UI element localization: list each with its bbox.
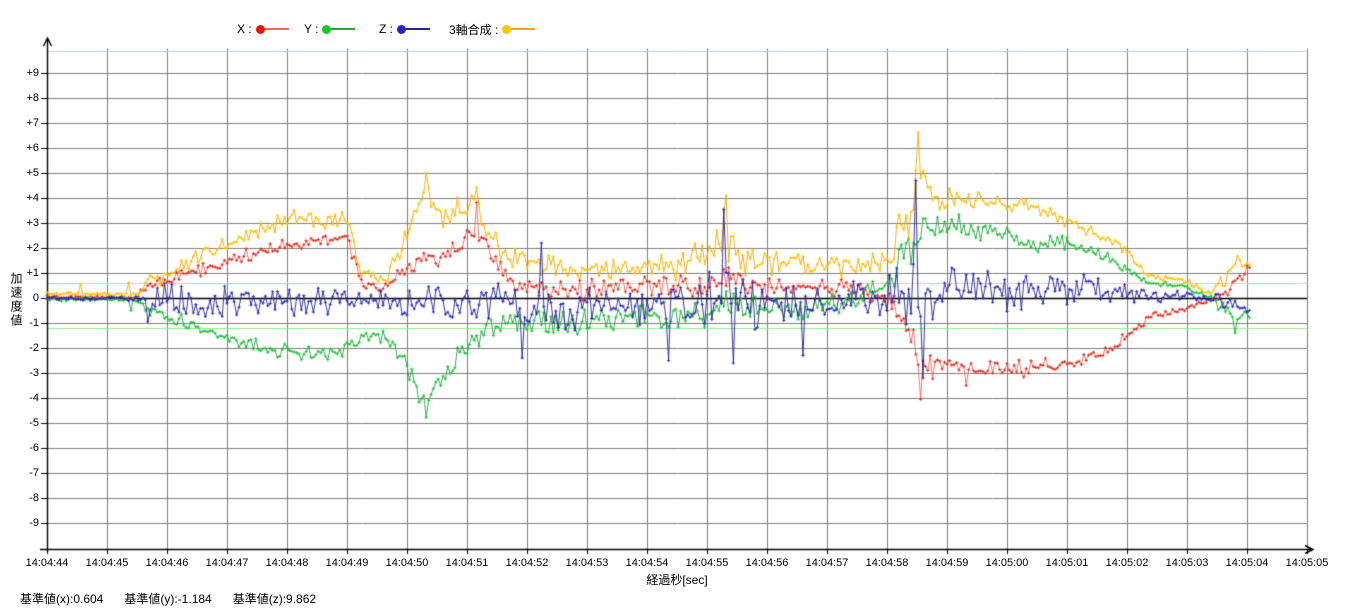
legend-label: 3軸合成 : (449, 22, 499, 37)
legend-label: X : (237, 22, 252, 36)
y-axis-title: 加速度値 (9, 272, 23, 328)
x-axis-tick-label: 14:04:57 (805, 557, 849, 569)
y-axis-tick-label: +2 (26, 242, 39, 254)
baseline-x-value: 基準値(x):0.604 (20, 592, 104, 606)
legend-line-sample (406, 28, 430, 30)
x-axis-tick-label: 14:05:03 (1165, 557, 1209, 569)
x-axis-tick-label: 14:04:49 (325, 557, 369, 569)
x-axis-tick-label: 14:04:48 (265, 557, 309, 569)
y-axis-tick-label: -7 (29, 467, 39, 479)
x-axis-tick-label: 14:04:51 (445, 557, 489, 569)
baseline-footer: 基準値(x):0.604 基準値(y):-1.184 基準値(z):9.862 (20, 590, 337, 607)
legend-item-composite: 3軸合成 : (449, 21, 536, 37)
legend-dot-icon (502, 24, 512, 34)
x-axis-tick-label: 14:05:02 (1105, 557, 1149, 569)
x-axis-tick-label: 14:04:55 (685, 557, 729, 569)
chart-legend: X : Y : Z : 3軸合成 : (0, 0, 1350, 40)
baseline-y-value: 基準値(y):-1.184 (124, 592, 212, 606)
y-axis-tick-label: +3 (26, 217, 39, 229)
legend-dot-icon (397, 24, 406, 34)
legend-label: Z : (379, 22, 393, 36)
legend-item-x: X : (237, 21, 289, 37)
x-axis-title: 経過秒[sec] (646, 573, 708, 587)
x-axis-tick-label: 14:04:54 (625, 557, 669, 569)
x-axis-tick-label: 14:04:56 (745, 557, 789, 569)
x-axis-tick-label: 14:04:53 (565, 557, 609, 569)
y-axis-tick-label: +6 (26, 142, 39, 154)
legend-dot-icon (255, 24, 265, 34)
x-axis-tick-label: 14:04:45 (85, 557, 129, 569)
y-axis-tick-label: -9 (29, 517, 39, 529)
y-axis-tick-label: +9 (26, 67, 39, 79)
y-axis-tick-label: -4 (29, 392, 39, 404)
x-axis-tick-label: 14:04:59 (925, 557, 969, 569)
x-axis-tick-label: 14:04:44 (25, 557, 69, 569)
y-axis-tick-label: +5 (26, 167, 39, 179)
legend-item-z: Z : (379, 21, 430, 37)
baseline-z-value: 基準値(z):9.862 (232, 592, 317, 606)
y-axis-tick-label: -2 (29, 342, 39, 354)
y-axis-tick-label: -5 (29, 417, 39, 429)
legend-dot-icon (322, 24, 332, 34)
y-axis-tick-label: -1 (29, 317, 39, 329)
y-axis-tick-label: -6 (29, 442, 39, 454)
legend-line-sample (331, 28, 356, 30)
x-axis-tick-label: 14:05:01 (1045, 557, 1089, 569)
legend-label: Y : (304, 22, 319, 36)
y-axis-tick-label: +1 (26, 267, 39, 279)
y-axis-tick-label: +4 (26, 192, 39, 204)
y-axis-tick-label: 0 (32, 292, 39, 304)
y-axis-tick-label: +8 (26, 92, 39, 104)
x-axis-tick-label: 14:04:46 (145, 557, 189, 569)
x-axis-tick-label: 14:04:50 (385, 557, 429, 569)
y-axis-tick-label: -8 (29, 492, 39, 504)
x-axis-tick-label: 14:04:58 (865, 557, 909, 569)
legend-line-sample (264, 28, 289, 30)
legend-line-sample (511, 28, 536, 30)
x-axis-tick-label: 14:05:05 (1285, 557, 1329, 569)
x-axis-tick-label: 14:04:52 (505, 557, 549, 569)
x-axis-tick-label: 14:05:00 (985, 557, 1029, 569)
legend-item-y: Y : (304, 21, 356, 37)
y-axis-tick-label: +7 (26, 117, 39, 129)
y-axis-tick-label: -3 (29, 367, 39, 379)
x-axis-tick-label: 14:05:04 (1225, 557, 1269, 569)
x-axis-tick-label: 14:04:47 (205, 557, 249, 569)
